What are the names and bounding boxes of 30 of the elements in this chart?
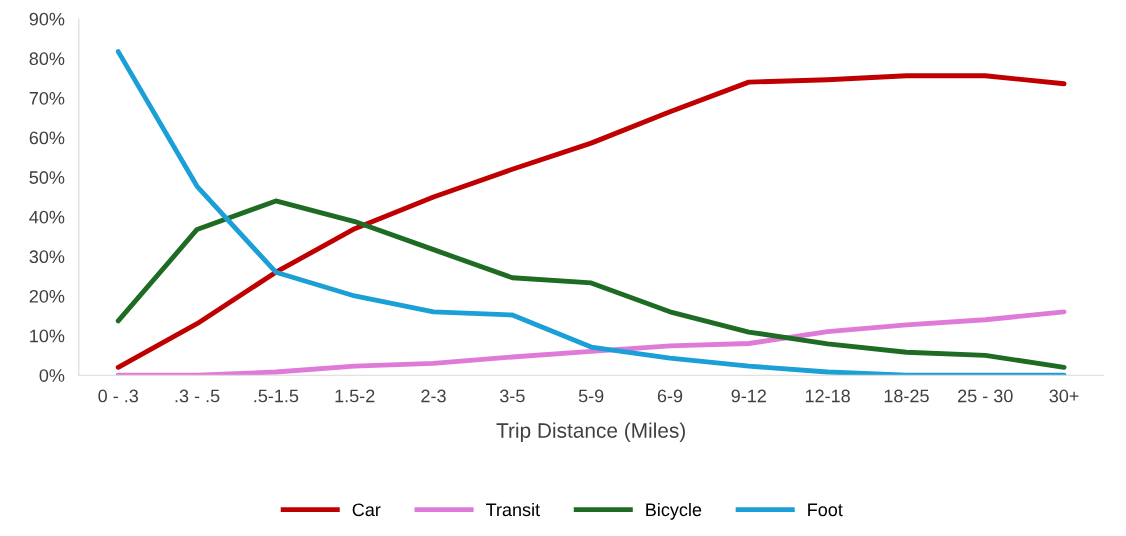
y-tick-label: 60% [29,131,65,145]
x-tick-label: 2-3 [421,389,446,403]
y-tick-label: 10% [30,329,65,343]
x-tick-label: .3 - .5 [175,389,220,403]
legend-label: Foot [808,503,843,517]
y-tick-label: 30% [29,250,65,264]
y-tick-label: 90% [29,12,65,26]
x-tick-label: .5-1.5 [254,389,299,403]
line-series [115,309,1067,376]
x-axis-title: Trip Distance (Miles) [496,422,685,443]
line-series [115,198,1067,370]
x-tick-label: 25 - 30 [958,389,1013,403]
x-tick-label: 18-25 [884,389,929,403]
y-tick-label: 0% [39,369,65,382]
y-tick-label: 80% [29,52,65,66]
y-tick-label: 40% [29,210,65,224]
y-tick-label: 70% [29,91,65,105]
y-tick-label: 20% [29,289,65,303]
legend-label: Transit [485,502,540,517]
y-tick-label: 50% [29,171,65,184]
legend-label: Bicycle [646,502,702,520]
x-tick-label: 0 - .3 [98,389,139,403]
x-tick-label: 3-5 [499,389,525,403]
legend-label: Car [352,503,381,517]
x-tick-label: 30+ [1049,389,1079,403]
x-tick-label: 12-18 [805,389,850,403]
x-tick-label: 5-9 [578,389,604,403]
x-tick-label: 9-12 [731,389,766,403]
x-tick-label: 1.5-2 [335,389,375,403]
x-tick-label: 6-9 [657,389,683,403]
